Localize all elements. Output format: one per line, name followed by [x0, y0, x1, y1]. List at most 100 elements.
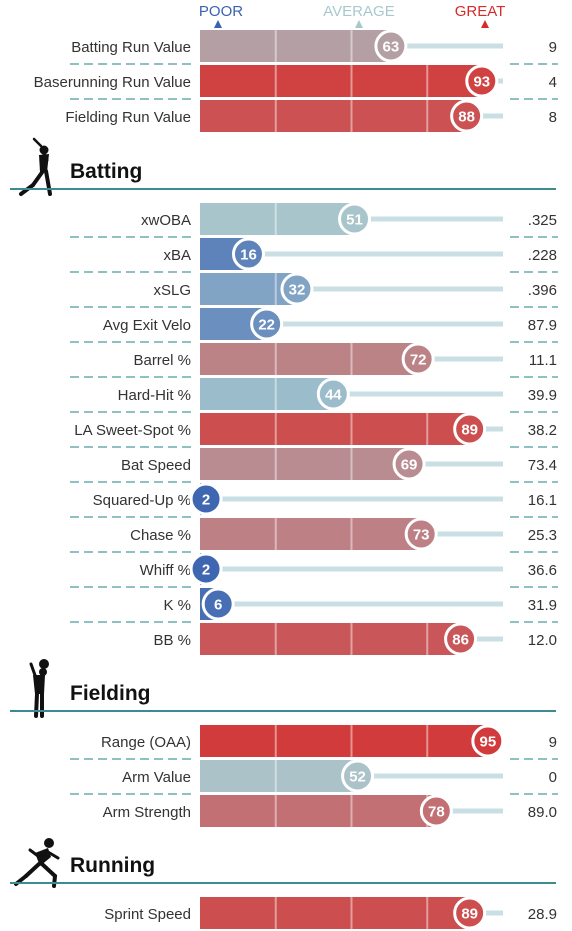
- section-fielding: Fielding: [10, 659, 556, 718]
- percentile-value: 63: [383, 39, 400, 56]
- metric-label: Hard-Hit %: [118, 387, 191, 404]
- percentile-value: 72: [410, 352, 427, 369]
- metric-label: xwOBA: [141, 212, 191, 229]
- metric-label: xBA: [163, 247, 191, 264]
- metric-value: 89.0: [528, 804, 557, 821]
- percentile-circle: [404, 517, 438, 551]
- rows-layer: Batting Run Value 63 9 Baserunning Run Valu…: [34, 29, 558, 930]
- percentile-circle: [316, 377, 350, 411]
- batter-icon: [19, 137, 52, 196]
- metric-value: 87.9: [528, 317, 557, 334]
- section-heading-running: Running: [70, 854, 155, 877]
- metric-row: Hard-Hit % 44 39.9: [70, 377, 558, 413]
- metric-row: BB % 86 12.0: [153, 622, 557, 656]
- percentile-circle: [453, 412, 487, 446]
- percentile-bar: [200, 30, 391, 62]
- percentile-bar: [200, 623, 461, 655]
- metric-row: LA Sweet-Spot % 89 38.2: [70, 412, 558, 448]
- metric-row: Whiff % 2 36.6: [70, 552, 558, 588]
- metric-row: Fielding Run Value 88 8: [65, 99, 557, 133]
- percentile-value: 86: [452, 632, 469, 649]
- percentile-circle: [471, 724, 505, 758]
- metric-label: Arm Strength: [103, 804, 191, 821]
- percentile-bar: [200, 518, 422, 550]
- fielder-icon: [29, 659, 49, 718]
- percentile-bar: [200, 725, 488, 757]
- percentile-value: 44: [325, 387, 342, 404]
- percentile-value: 22: [258, 317, 275, 334]
- percentile-value: 89: [461, 422, 478, 439]
- metric-label: Barrel %: [133, 352, 191, 369]
- metric-label: Batting Run Value: [71, 39, 191, 56]
- metric-value: 28.9: [528, 906, 557, 923]
- percentile-circle: [250, 307, 284, 341]
- metric-label: Bat Speed: [121, 457, 191, 474]
- metric-label: Baserunning Run Value: [34, 74, 191, 91]
- percentile-bar: [200, 343, 419, 375]
- percentile-circle: [189, 552, 223, 586]
- section-heading-batting: Batting: [70, 160, 142, 183]
- metric-row: K % 6 31.9: [70, 587, 558, 623]
- percentile-bar: [200, 760, 358, 792]
- section-batting: Batting: [10, 137, 556, 196]
- percentile-bar: [200, 203, 355, 235]
- metric-row: Squared-Up % 2 16.1: [70, 482, 558, 518]
- percentile-value: 69: [401, 457, 418, 474]
- great-arrow-icon: [481, 20, 489, 28]
- metric-label: Arm Value: [122, 769, 191, 786]
- metric-label: Chase %: [130, 527, 191, 544]
- percentile-circle: [201, 587, 235, 621]
- section-heading-fielding: Fielding: [70, 682, 151, 705]
- percentile-value: 78: [428, 804, 445, 821]
- metric-value: 9: [549, 734, 557, 751]
- metric-row: Sprint Speed 89 28.9: [104, 896, 557, 930]
- percentile-value: 93: [473, 74, 490, 91]
- section-running: Running: [10, 838, 556, 888]
- metric-row: Bat Speed 69 73.4: [70, 447, 558, 483]
- scale-great-label: GREAT: [455, 3, 506, 20]
- average-arrow-icon: [355, 20, 363, 28]
- metric-value: 8: [549, 109, 557, 126]
- metric-label: Avg Exit Velo: [103, 317, 191, 334]
- percentile-value: 2: [202, 492, 210, 509]
- scale-poor-label: POOR: [199, 3, 243, 20]
- metric-value: 36.6: [528, 562, 557, 579]
- percentile-circle: [450, 99, 484, 133]
- metric-label: Fielding Run Value: [65, 109, 191, 126]
- metric-value: 9: [549, 39, 557, 56]
- percentile-value: 2: [202, 562, 210, 579]
- metric-value: 73.4: [528, 457, 557, 474]
- metric-row: Arm Value 52 0: [70, 759, 558, 795]
- percentile-value: 52: [349, 769, 366, 786]
- metric-label: LA Sweet-Spot %: [74, 422, 191, 439]
- percentile-value: 51: [346, 212, 363, 229]
- metric-value: .228: [528, 247, 557, 264]
- metric-label: Squared-Up %: [93, 492, 191, 509]
- percentile-value: 95: [480, 734, 497, 751]
- metric-label: K %: [163, 597, 191, 614]
- metric-row: Arm Strength 78 89.0: [103, 794, 557, 828]
- percentile-value: 32: [289, 282, 306, 299]
- metric-label: xSLG: [153, 282, 191, 299]
- metric-value: 12.0: [528, 632, 557, 649]
- metric-row: Chase % 73 25.3: [70, 517, 558, 553]
- percentile-bar: [200, 65, 482, 97]
- metric-value: 39.9: [528, 387, 557, 404]
- percentile-circle: [465, 64, 499, 98]
- percentile-bar: [200, 378, 334, 410]
- metric-value: 31.9: [528, 597, 557, 614]
- metric-value: 38.2: [528, 422, 557, 439]
- percentile-bar: [200, 795, 437, 827]
- percentile-bar: [200, 100, 467, 132]
- metric-row: xSLG 32 .396: [70, 272, 558, 308]
- percentile-value: 88: [458, 109, 475, 126]
- percentile-circle: [374, 29, 408, 63]
- percentile-circle: [444, 622, 478, 656]
- metric-value: .396: [528, 282, 557, 299]
- metric-row: Avg Exit Velo 22 87.9: [70, 307, 558, 343]
- metric-label: Range (OAA): [101, 734, 191, 751]
- metric-value: 11.1: [529, 352, 557, 369]
- metric-value: 4: [549, 74, 557, 91]
- metric-row: xBA 16 .228: [70, 237, 558, 273]
